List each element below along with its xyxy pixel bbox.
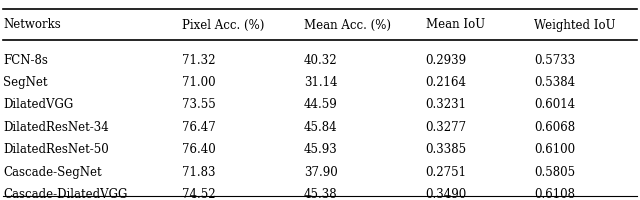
Text: 45.93: 45.93 — [304, 143, 338, 156]
Text: 0.2939: 0.2939 — [426, 53, 467, 66]
Text: DilatedResNet-34: DilatedResNet-34 — [3, 121, 109, 134]
Text: 40.32: 40.32 — [304, 53, 338, 66]
Text: Networks: Networks — [3, 19, 61, 31]
Text: 0.5384: 0.5384 — [534, 76, 575, 89]
Text: 0.3277: 0.3277 — [426, 121, 467, 134]
Text: 74.52: 74.52 — [182, 188, 216, 200]
Text: 44.59: 44.59 — [304, 98, 338, 111]
Text: SegNet: SegNet — [3, 76, 48, 89]
Text: 0.6068: 0.6068 — [534, 121, 575, 134]
Text: 71.32: 71.32 — [182, 53, 216, 66]
Text: 0.6100: 0.6100 — [534, 143, 575, 156]
Text: 71.83: 71.83 — [182, 166, 216, 179]
Text: Weighted IoU: Weighted IoU — [534, 19, 616, 31]
Text: 71.00: 71.00 — [182, 76, 216, 89]
Text: 0.5805: 0.5805 — [534, 166, 575, 179]
Text: 45.38: 45.38 — [304, 188, 338, 200]
Text: 45.84: 45.84 — [304, 121, 338, 134]
Text: DilatedVGG: DilatedVGG — [3, 98, 74, 111]
Text: FCN-8s: FCN-8s — [3, 53, 48, 66]
Text: 0.6108: 0.6108 — [534, 188, 575, 200]
Text: 0.3231: 0.3231 — [426, 98, 467, 111]
Text: DilatedResNet-50: DilatedResNet-50 — [3, 143, 109, 156]
Text: Cascade-SegNet: Cascade-SegNet — [3, 166, 102, 179]
Text: 73.55: 73.55 — [182, 98, 216, 111]
Text: 0.3385: 0.3385 — [426, 143, 467, 156]
Text: 0.6014: 0.6014 — [534, 98, 575, 111]
Text: Mean IoU: Mean IoU — [426, 19, 484, 31]
Text: Mean Acc. (%): Mean Acc. (%) — [304, 19, 391, 31]
Text: 37.90: 37.90 — [304, 166, 338, 179]
Text: 76.47: 76.47 — [182, 121, 216, 134]
Text: 0.2751: 0.2751 — [426, 166, 467, 179]
Text: 0.3490: 0.3490 — [426, 188, 467, 200]
Text: Cascade-DilatedVGG: Cascade-DilatedVGG — [3, 188, 127, 200]
Text: 0.2164: 0.2164 — [426, 76, 467, 89]
Text: Pixel Acc. (%): Pixel Acc. (%) — [182, 19, 265, 31]
Text: 31.14: 31.14 — [304, 76, 337, 89]
Text: 0.5733: 0.5733 — [534, 53, 575, 66]
Text: 76.40: 76.40 — [182, 143, 216, 156]
